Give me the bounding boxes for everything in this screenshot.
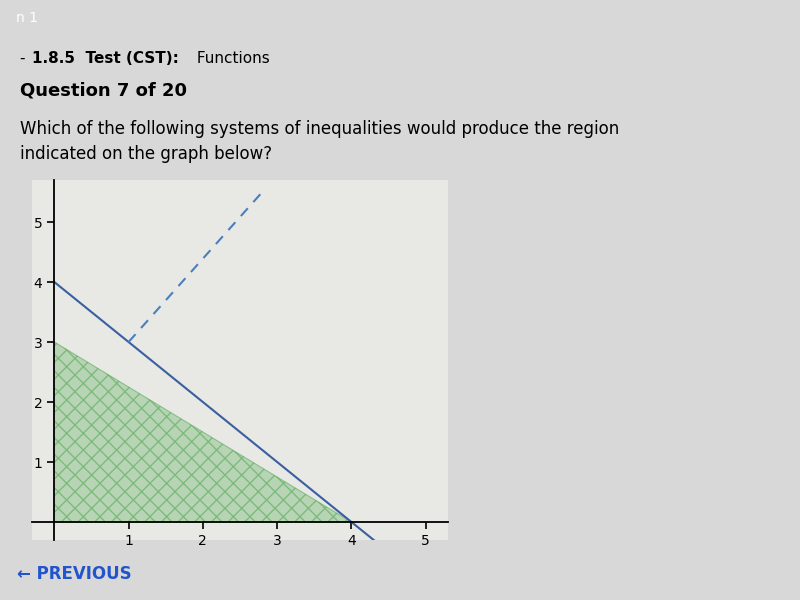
Text: Question 7 of 20: Question 7 of 20 bbox=[20, 82, 187, 100]
Text: Functions: Functions bbox=[192, 51, 270, 66]
Text: -: - bbox=[20, 51, 30, 66]
Text: Which of the following systems of inequalities would produce the region
indicate: Which of the following systems of inequa… bbox=[20, 120, 619, 163]
Polygon shape bbox=[54, 342, 351, 522]
Text: ← PREVIOUS: ← PREVIOUS bbox=[17, 565, 131, 583]
Text: 1.8.5  Test (CST):: 1.8.5 Test (CST): bbox=[32, 51, 179, 66]
Text: n 1: n 1 bbox=[16, 11, 38, 25]
